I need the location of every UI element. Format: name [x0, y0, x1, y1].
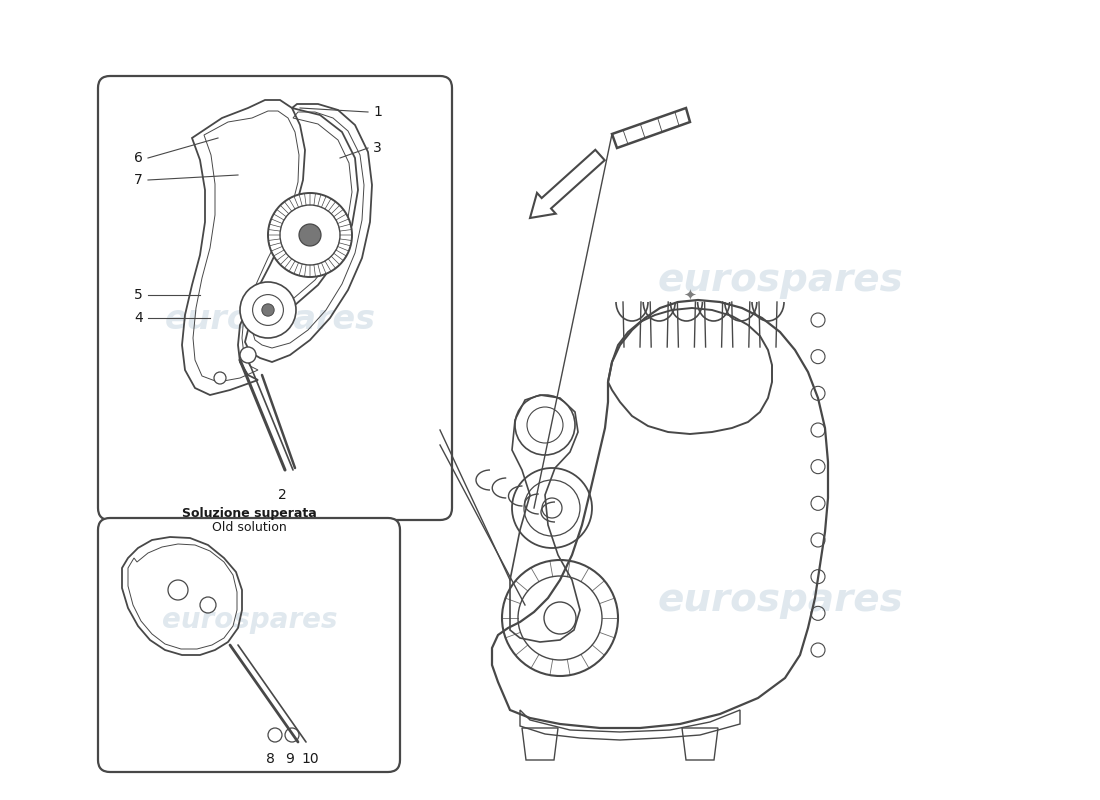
Text: 9: 9 — [286, 752, 295, 766]
Text: 7: 7 — [134, 173, 143, 187]
Polygon shape — [612, 108, 690, 148]
Circle shape — [214, 372, 225, 384]
Text: Soluzione superata: Soluzione superata — [182, 507, 317, 520]
Circle shape — [280, 205, 340, 265]
Text: eurospares: eurospares — [163, 606, 338, 634]
Circle shape — [299, 224, 321, 246]
Text: 3: 3 — [373, 141, 382, 155]
FancyBboxPatch shape — [98, 518, 400, 772]
Text: 6: 6 — [134, 151, 143, 165]
Text: 1: 1 — [373, 105, 382, 119]
Circle shape — [253, 294, 284, 326]
Polygon shape — [530, 150, 605, 218]
Text: eurospares: eurospares — [165, 303, 375, 337]
Circle shape — [268, 193, 352, 277]
Circle shape — [240, 282, 296, 338]
Text: eurospares: eurospares — [657, 261, 903, 299]
Text: 10: 10 — [301, 752, 319, 766]
FancyBboxPatch shape — [98, 76, 452, 520]
Text: ✦: ✦ — [683, 287, 696, 302]
Text: 8: 8 — [265, 752, 274, 766]
Text: 4: 4 — [134, 311, 143, 325]
Text: Old solution: Old solution — [211, 521, 286, 534]
Text: eurospares: eurospares — [657, 581, 903, 619]
Circle shape — [240, 347, 256, 363]
Text: 2: 2 — [277, 488, 286, 502]
Circle shape — [262, 304, 274, 316]
Text: 5: 5 — [134, 288, 143, 302]
